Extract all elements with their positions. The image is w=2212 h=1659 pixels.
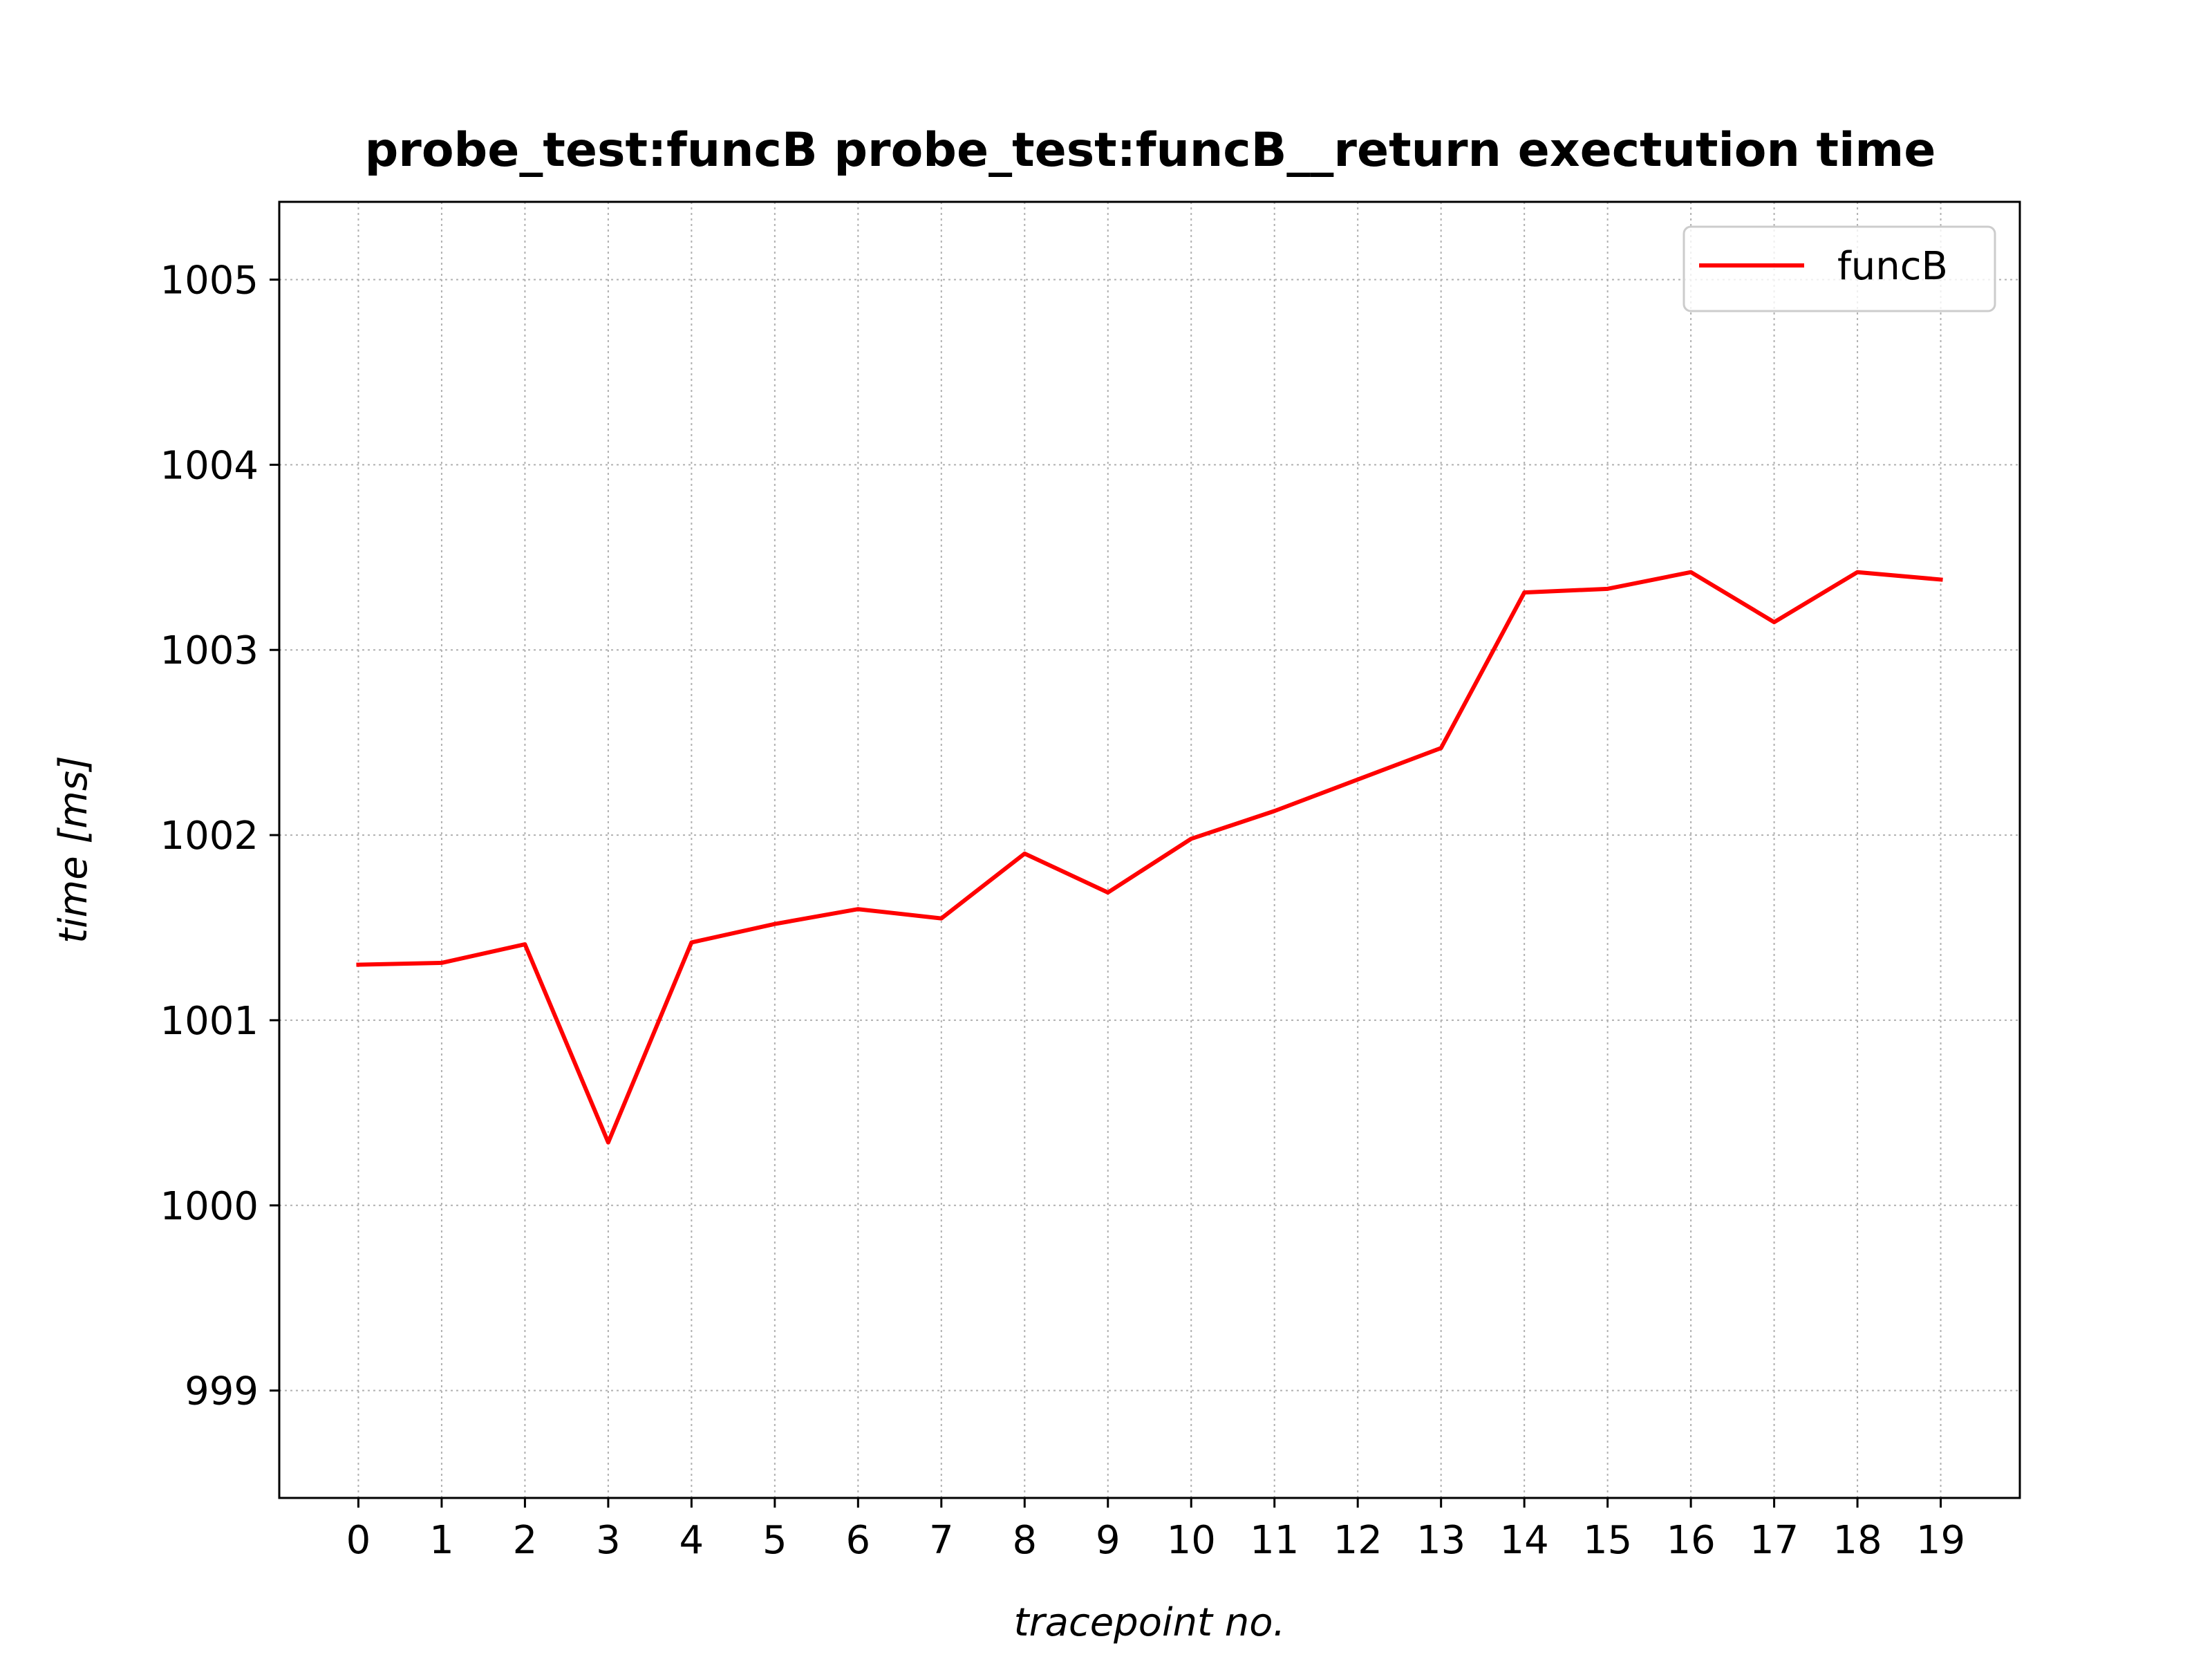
x-tick-label: 15 — [1583, 1518, 1632, 1563]
x-axis-label: tracepoint no. — [1014, 1600, 1286, 1645]
y-tick-label: 1004 — [160, 443, 259, 488]
y-axis-ticks: 999 1000 1001 1002 1003 1004 1005 — [160, 259, 279, 1414]
chart-title: probe_test:funcB probe_test:funcB__retur… — [365, 123, 1936, 178]
x-tick-label: 16 — [1666, 1518, 1715, 1563]
legend-label-funcB: funcB — [1837, 244, 1948, 289]
y-tick-label: 1001 — [160, 999, 259, 1044]
y-tick-label: 1000 — [160, 1184, 259, 1229]
series-line-funcB — [356, 570, 1943, 1145]
x-tick-label: 14 — [1500, 1518, 1549, 1563]
y-tick-label: 1005 — [160, 259, 259, 303]
x-tick-label: 3 — [596, 1518, 621, 1563]
legend-box — [1683, 225, 1996, 312]
x-tick-label: 1 — [429, 1518, 454, 1563]
x-tick-label: 11 — [1250, 1518, 1299, 1563]
x-tick-label: 7 — [929, 1518, 954, 1563]
plot-area-frame — [278, 200, 2021, 1499]
x-tick-label: 12 — [1333, 1518, 1382, 1563]
x-tick-label: 9 — [1096, 1518, 1121, 1563]
x-tick-label: 4 — [679, 1518, 704, 1563]
x-axis-ticks: 0 1 2 3 4 5 6 7 8 9 10 11 12 13 14 15 16 17 18 19 — [346, 1498, 1965, 1563]
x-tick-label: 13 — [1416, 1518, 1465, 1563]
x-tick-label: 19 — [1916, 1518, 1965, 1563]
x-tick-label: 2 — [513, 1518, 538, 1563]
y-axis-label: time [ms] — [51, 756, 96, 944]
x-tick-label: 5 — [762, 1518, 787, 1563]
x-tick-label: 6 — [846, 1518, 871, 1563]
series-layer — [356, 570, 1943, 1145]
y-tick-label: 1002 — [160, 814, 259, 859]
x-tick-label: 8 — [1012, 1518, 1037, 1563]
x-tick-label: 17 — [1750, 1518, 1799, 1563]
x-tick-label: 10 — [1167, 1518, 1216, 1563]
x-tick-label: 18 — [1833, 1518, 1882, 1563]
grid — [279, 202, 2020, 1498]
legend: funcB — [1683, 225, 1996, 312]
y-tick-label: 1003 — [160, 628, 259, 673]
y-tick-label: 999 — [185, 1369, 259, 1414]
x-tick-label: 0 — [346, 1518, 371, 1563]
